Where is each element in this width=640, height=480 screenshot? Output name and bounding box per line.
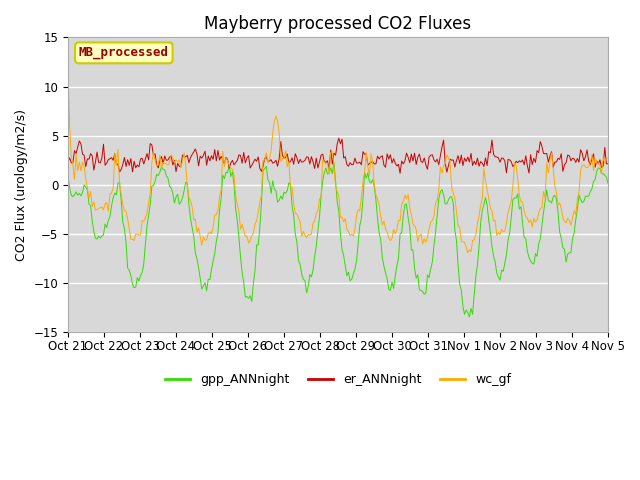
- er_ANNnight: [64, 158, 72, 164]
- wc_gf: [514, 177, 522, 182]
- er_ANNnight: [184, 153, 191, 158]
- wc_gf: [367, 151, 375, 156]
- wc_gf: [464, 250, 472, 255]
- er_ANNnight: [225, 165, 233, 171]
- Line: wc_gf: wc_gf: [68, 72, 608, 252]
- wc_gf: [184, 184, 191, 190]
- gpp_ANNnight: [330, 159, 338, 165]
- gpp_ANNnight: [515, 206, 523, 212]
- gpp_ANNnight: [184, 180, 191, 186]
- gpp_ANNnight: [509, 197, 516, 203]
- gpp_ANNnight: [225, 162, 233, 168]
- wc_gf: [604, 156, 612, 162]
- er_ANNnight: [396, 170, 404, 176]
- gpp_ANNnight: [70, 192, 78, 198]
- wc_gf: [70, 177, 78, 182]
- er_ANNnight: [70, 148, 78, 154]
- wc_gf: [225, 163, 233, 168]
- gpp_ANNnight: [465, 314, 473, 320]
- gpp_ANNnight: [64, 174, 72, 180]
- wc_gf: [64, 69, 72, 74]
- Y-axis label: CO2 Flux (urology/m2/s): CO2 Flux (urology/m2/s): [15, 109, 28, 261]
- wc_gf: [508, 198, 515, 204]
- Text: MB_processed: MB_processed: [79, 46, 169, 60]
- Legend: gpp_ANNnight, er_ANNnight, wc_gf: gpp_ANNnight, er_ANNnight, wc_gf: [160, 368, 516, 391]
- er_ANNnight: [515, 158, 523, 164]
- Line: er_ANNnight: er_ANNnight: [68, 138, 608, 173]
- er_ANNnight: [369, 159, 376, 165]
- gpp_ANNnight: [369, 177, 376, 182]
- er_ANNnight: [509, 164, 516, 169]
- er_ANNnight: [335, 135, 342, 141]
- gpp_ANNnight: [604, 180, 612, 186]
- er_ANNnight: [604, 161, 612, 167]
- Line: gpp_ANNnight: gpp_ANNnight: [68, 162, 608, 317]
- Title: Mayberry processed CO2 Fluxes: Mayberry processed CO2 Fluxes: [204, 15, 472, 33]
